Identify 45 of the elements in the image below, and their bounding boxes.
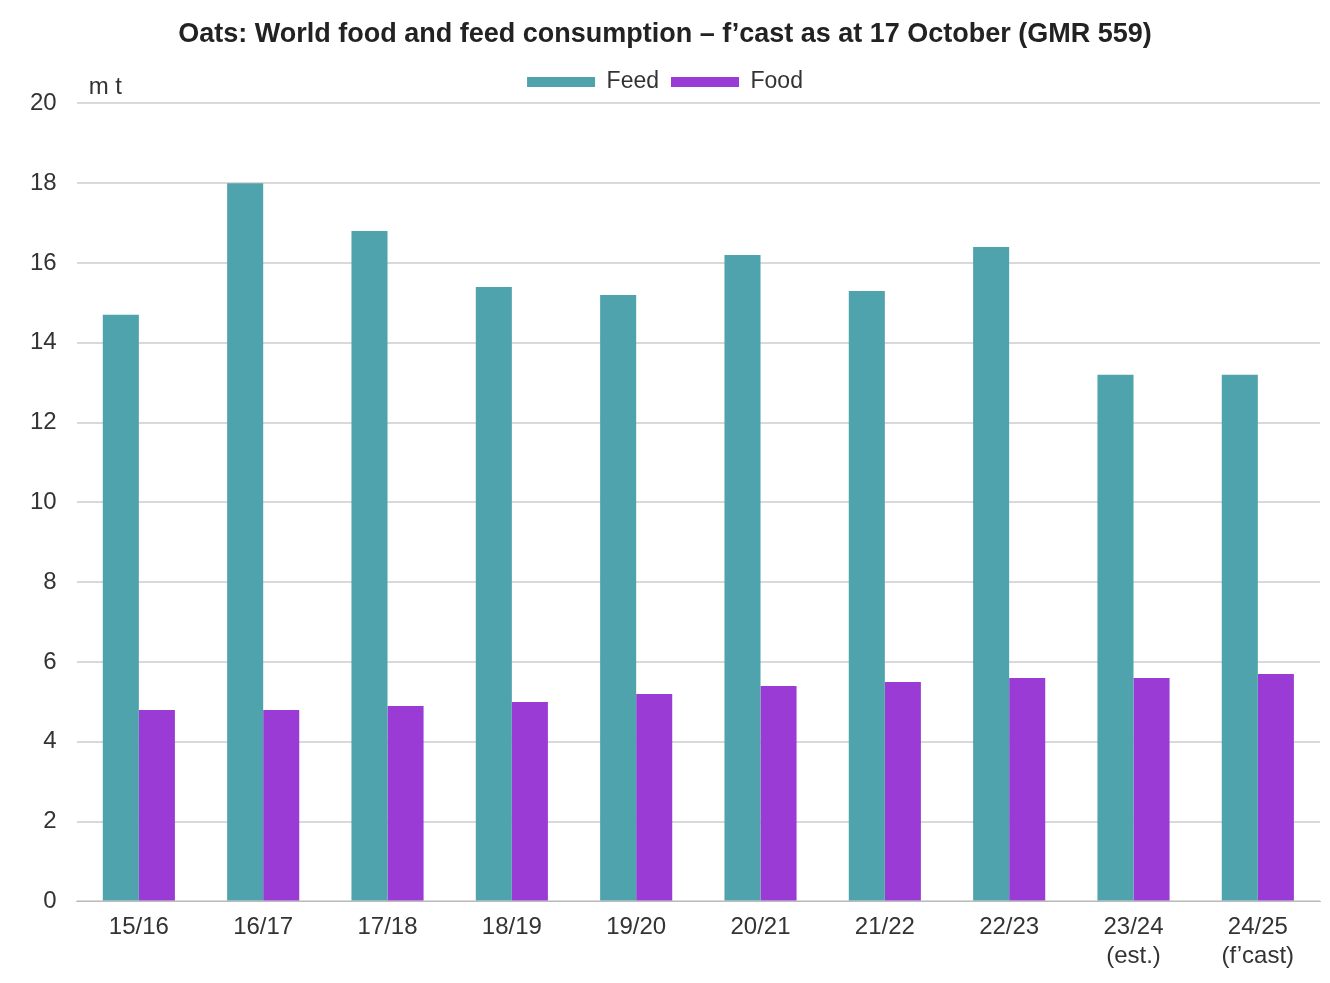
bar: [475, 286, 512, 901]
bar: [724, 255, 761, 901]
bar: [351, 231, 388, 901]
x-tick-label: 24/25 (f’cast): [1221, 912, 1295, 969]
x-tick-label: 16/17: [233, 912, 294, 940]
bar: [1257, 673, 1294, 901]
chart-title: Oats: World food and feed consumption – f’cast as at 17 October (GMR 559): [178, 17, 1152, 48]
bar: [1133, 677, 1170, 901]
x-tick-label: 18/19: [481, 912, 542, 940]
y-tick-label: 12: [29, 407, 57, 435]
y-tick-label: 0: [43, 886, 57, 914]
bar: [138, 709, 175, 901]
y-tick-label: 20: [29, 88, 57, 116]
x-tick-label: 15/16: [108, 912, 169, 940]
bar: [600, 294, 637, 901]
legend-label: Feed: [606, 67, 660, 94]
bar: [1097, 374, 1134, 901]
y-tick-label: 10: [29, 487, 57, 515]
bar: [973, 247, 1010, 901]
bar: [263, 709, 300, 901]
y-tick-label: 8: [43, 566, 57, 594]
bar: [1221, 374, 1258, 901]
bar: [387, 705, 424, 901]
bar: [636, 693, 673, 901]
legend-label: Food: [750, 67, 803, 94]
y-tick-label: 6: [43, 646, 57, 674]
y-tick-label: 14: [29, 327, 57, 355]
y-tick-label: 18: [29, 167, 57, 195]
x-tick-label: 23/24 (est.): [1103, 912, 1164, 969]
bar: [1009, 677, 1046, 901]
bar: [227, 183, 264, 901]
bar: [760, 685, 797, 901]
y-tick-label: 16: [29, 247, 57, 275]
x-tick-label: 17/18: [357, 912, 418, 940]
y-tick-label: 4: [43, 726, 57, 754]
bar: [102, 314, 139, 901]
bar: [848, 290, 885, 901]
bar: [511, 701, 548, 901]
y-axis-title: m t: [88, 72, 123, 100]
x-tick-label: 19/20: [606, 912, 667, 940]
x-tick-label: 21/22: [854, 912, 915, 940]
x-tick-label: 22/23: [979, 912, 1040, 940]
x-tick-label: 20/21: [730, 912, 791, 940]
bar: [884, 681, 921, 901]
y-tick-label: 2: [43, 806, 57, 834]
